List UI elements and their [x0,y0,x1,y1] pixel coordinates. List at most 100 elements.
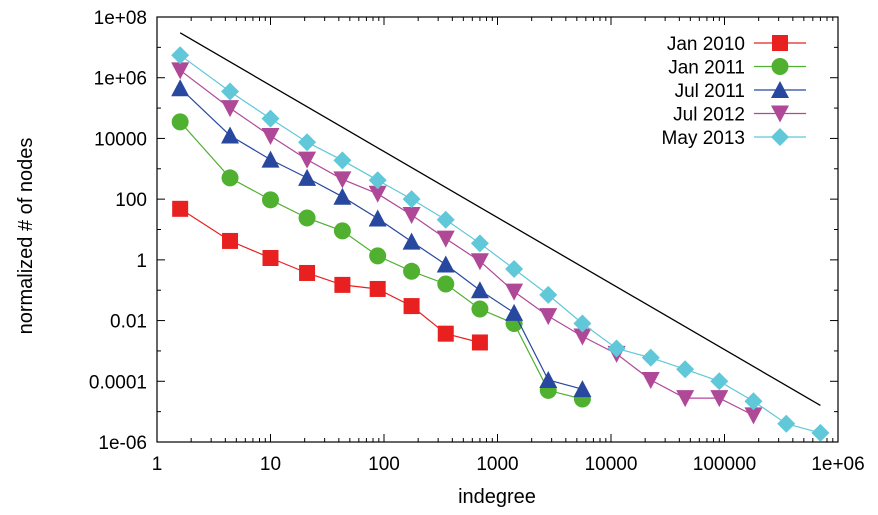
x-tick-label: 10000 [585,454,638,475]
x-tick-label: 1000 [476,454,518,475]
data-point-jan-2010 [403,298,420,315]
data-point-jul-2012 [676,390,695,408]
series-layer [171,46,830,442]
legend-label-may-2013: May 2013 [662,128,745,149]
data-point-jan-2011 [171,113,189,131]
data-point-jan-2010 [437,325,454,342]
series-line-jan-2010 [179,208,481,344]
data-point-may-2013 [607,339,626,358]
legend-marker-jul-2012 [771,105,789,123]
data-point-jul-2011 [539,371,558,389]
data-point-jul-2012 [539,308,558,326]
data-point-jul-2012 [710,390,729,408]
data-point-jul-2011 [436,255,455,273]
legend-label-jan-2010: Jan 2010 [667,34,745,55]
x-tick-label: 100000 [693,454,756,475]
data-point-jul-2011 [505,303,524,321]
data-point-jul-2012 [171,62,190,80]
data-point-may-2013 [676,360,695,379]
x-axis-ticks: 1 10 100 1000 10000 100000 1e+06 [152,17,865,475]
data-point-jul-2012 [641,372,660,390]
series-line-jul-2011 [179,87,583,390]
legend-marker-may-2013 [771,128,789,146]
series-jan-2010 [172,200,488,351]
legend-marker-jan-2010 [772,35,788,51]
data-point-jul-2012 [505,283,524,301]
data-point-jul-2012 [573,328,592,346]
y-tick-label: 100 [115,190,147,211]
data-point-jul-2012 [402,207,421,225]
y-tick-label: 0.0001 [89,372,147,393]
data-point-may-2013 [470,234,489,253]
data-point-jul-2011 [368,209,387,227]
data-point-jul-2012 [221,100,240,118]
data-point-jan-2010 [369,280,386,297]
data-point-may-2013 [333,151,352,170]
data-point-may-2013 [777,414,796,433]
reference-line [179,32,821,407]
series-may-2013 [171,46,830,442]
data-point-jan-2011 [369,247,387,265]
data-point-jul-2011 [470,281,489,299]
data-point-jan-2010 [299,264,316,281]
data-point-jul-2011 [402,232,421,250]
data-point-jul-2011 [333,187,352,205]
data-point-may-2013 [368,171,387,190]
x-tick-label: 100 [368,454,400,475]
data-point-jul-2011 [221,126,240,144]
data-point-jan-2011 [333,222,351,240]
legend-marker-jan-2011 [771,58,789,75]
series-jan-2011 [171,113,591,408]
data-point-jul-2012 [436,230,455,248]
data-point-may-2013 [573,314,592,333]
data-point-jul-2012 [744,407,763,425]
x-tick-label: 1 [152,454,163,475]
legend-label-jul-2011: Jul 2011 [675,81,745,102]
x-tick-label: 1e+06 [811,454,864,475]
legend-label-jul-2012: Jul 2012 [673,105,745,126]
data-point-jan-2011 [298,209,316,227]
data-point-jul-2011 [298,168,317,186]
series-jul-2011 [171,79,592,398]
reference-line-segment [179,32,821,407]
y-tick-label: 0.01 [110,312,147,333]
y-tick-label: 1 [136,251,147,272]
y-axis-title: normalized # of nodes [15,138,37,335]
data-point-may-2013 [710,372,729,391]
data-point-jan-2011 [471,300,489,318]
data-point-may-2013 [811,423,830,442]
data-point-jan-2011 [262,191,279,209]
data-point-may-2013 [505,259,524,278]
data-point-jul-2012 [298,151,317,169]
data-point-jan-2010 [172,200,189,217]
data-point-jan-2011 [403,262,421,280]
legend-label-jan-2011: Jan 2011 [668,58,745,79]
data-point-jan-2010 [471,334,488,351]
data-point-jul-2012 [368,185,387,203]
x-tick-label: 10 [260,454,281,475]
y-tick-label: 1e+06 [94,69,147,90]
data-point-jan-2011 [221,169,239,187]
legend-marker-jul-2011 [771,81,789,98]
data-point-jan-2010 [262,250,279,267]
data-point-may-2013 [539,285,558,304]
data-point-may-2013 [744,392,763,411]
data-point-jul-2012 [333,171,352,189]
data-point-may-2013 [298,133,317,152]
x-axis-title: indegree [458,486,536,508]
data-point-may-2013 [171,46,190,65]
data-point-jan-2010 [334,276,351,293]
data-point-jul-2011 [171,79,190,97]
y-tick-label: 10000 [94,129,147,150]
data-point-may-2013 [261,109,280,128]
y-tick-label: 1e-06 [98,433,147,454]
series-jul-2012 [171,62,763,425]
data-point-may-2013 [436,210,455,229]
data-point-jul-2012 [470,253,489,271]
data-point-may-2013 [221,82,240,101]
data-point-may-2013 [402,190,421,209]
data-point-jan-2011 [437,275,455,293]
data-point-jul-2011 [261,150,280,168]
